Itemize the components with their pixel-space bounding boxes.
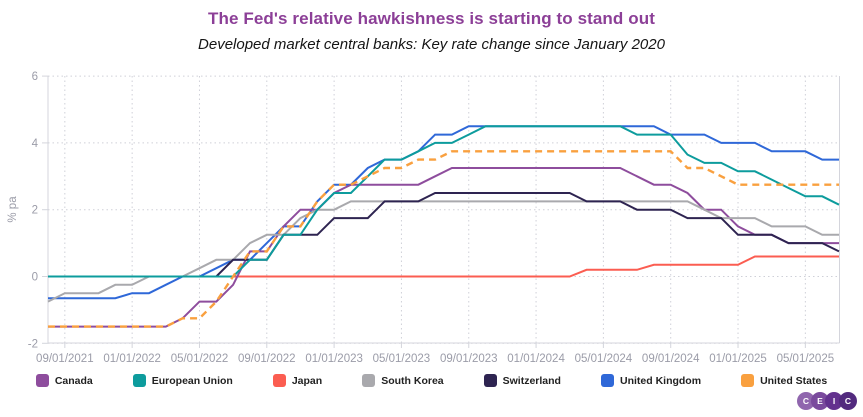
series-line-south-korea — [47, 200, 839, 303]
x-tick-label: 05/01/2023 — [373, 353, 431, 365]
ceic-logo-circle-4: C — [839, 392, 857, 410]
x-tick-label: 01/01/2024 — [507, 353, 565, 365]
ceic-logo-circle-2: E — [811, 392, 829, 410]
x-tick-label: 01/01/2025 — [709, 353, 767, 365]
legend-item-european-union[interactable]: European Union — [132, 374, 233, 387]
y-axis-title: % pa — [7, 196, 19, 223]
legend-swatch-united-kingdom — [600, 374, 614, 387]
x-tick-label: 05/01/2025 — [777, 353, 835, 365]
y-tick-label: 0 — [32, 272, 38, 284]
series-line-japan — [48, 255, 839, 278]
series-line-canada — [48, 167, 839, 328]
legend-item-canada[interactable]: Canada — [35, 374, 93, 387]
x-tick-label: 01/01/2023 — [305, 353, 363, 365]
y-tick-label: 6 — [32, 71, 38, 83]
series-line-united-states — [48, 150, 839, 328]
y-tick-label: 4 — [32, 138, 39, 150]
y-tick-label: 2 — [32, 205, 38, 217]
legend-swatch-european-union — [132, 374, 146, 387]
legend-item-united-states[interactable]: United States — [741, 374, 827, 387]
chart-legend: Canada European Union Japan South Korea Swit… — [0, 374, 863, 387]
x-tick-label: 09/01/2023 — [440, 353, 498, 365]
legend-item-united-kingdom[interactable]: United Kingdom — [600, 374, 702, 387]
legend-label-european-union: European Union — [151, 374, 233, 387]
ceic-logo-circle-3: I — [825, 392, 843, 410]
rate-change-line-chart: 6 4 2 0 -2 09/01/2021 01/01/2022 05/01/2022 09/0… — [7, 71, 840, 365]
x-tick-label: 09/01/2024 — [642, 353, 700, 365]
series-line-united-kingdom — [48, 125, 839, 300]
legend-swatch-canada — [35, 374, 49, 387]
legend-item-south-korea[interactable]: South Korea — [362, 374, 444, 387]
x-tick-label: 01/01/2022 — [103, 353, 161, 365]
y-tick-label: -2 — [28, 338, 38, 350]
legend-label-south-korea: South Korea — [381, 374, 444, 387]
legend-swatch-switzerland — [483, 374, 497, 387]
legend-label-united-kingdom: United Kingdom — [619, 374, 702, 387]
x-tick-label: 05/01/2022 — [171, 353, 229, 365]
series-line-european-union — [48, 125, 840, 278]
page-subtitle: Developed market central banks: Key rate… — [198, 36, 665, 53]
legend-item-switzerland[interactable]: Switzerland — [483, 374, 561, 387]
x-tick-label: 09/01/2021 — [36, 353, 94, 365]
legend-label-united-states: United States — [760, 374, 828, 387]
x-tick-label: 09/01/2022 — [238, 353, 296, 365]
page-title: The Fed's relative hawkishness is starti… — [208, 9, 655, 28]
legend-swatch-south-korea — [362, 374, 376, 387]
legend-item-japan[interactable]: Japan — [272, 374, 323, 387]
legend-label-canada: Canada — [54, 374, 93, 387]
chart-header: The Fed's relative hawkishness is starti… — [0, 0, 863, 53]
ceic-logo-circle-1: C — [797, 392, 815, 410]
legend-label-japan: Japan — [291, 374, 323, 387]
legend-label-switzerland: Switzerland — [502, 374, 561, 387]
x-tick-label: 05/01/2024 — [575, 353, 633, 365]
legend-swatch-united-states — [741, 374, 755, 387]
legend-swatch-japan — [272, 374, 286, 387]
